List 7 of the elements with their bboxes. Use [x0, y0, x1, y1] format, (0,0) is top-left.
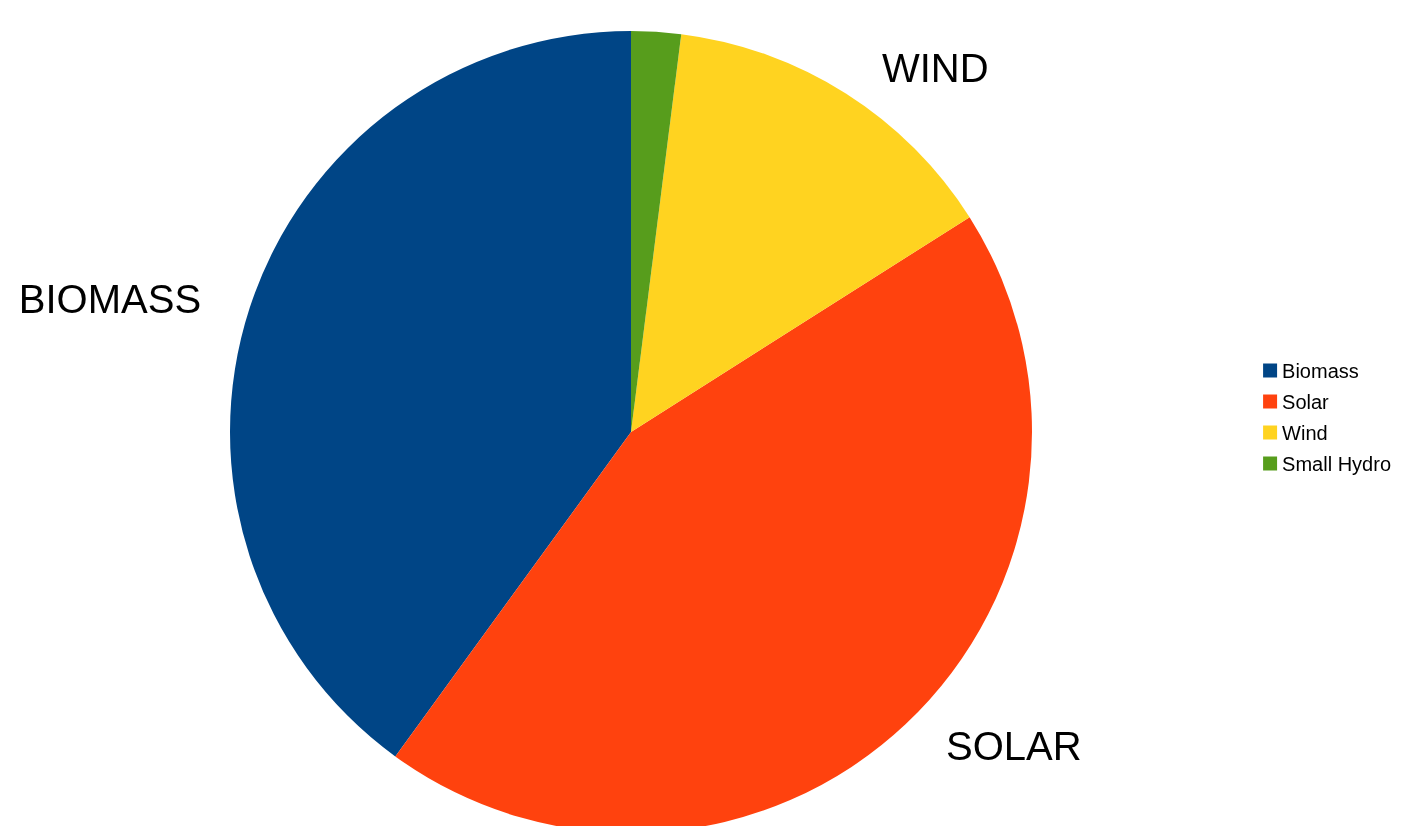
- data-label: WIND: [881, 46, 989, 91]
- data-label: BIOMASS: [18, 276, 202, 321]
- data-label: SOLAR: [946, 724, 1082, 769]
- legend-label: Biomass: [1282, 359, 1359, 382]
- legend-label: Small Hydro: [1282, 452, 1392, 475]
- legend-label: Solar: [1282, 390, 1330, 413]
- legend-label: Wind: [1282, 421, 1328, 444]
